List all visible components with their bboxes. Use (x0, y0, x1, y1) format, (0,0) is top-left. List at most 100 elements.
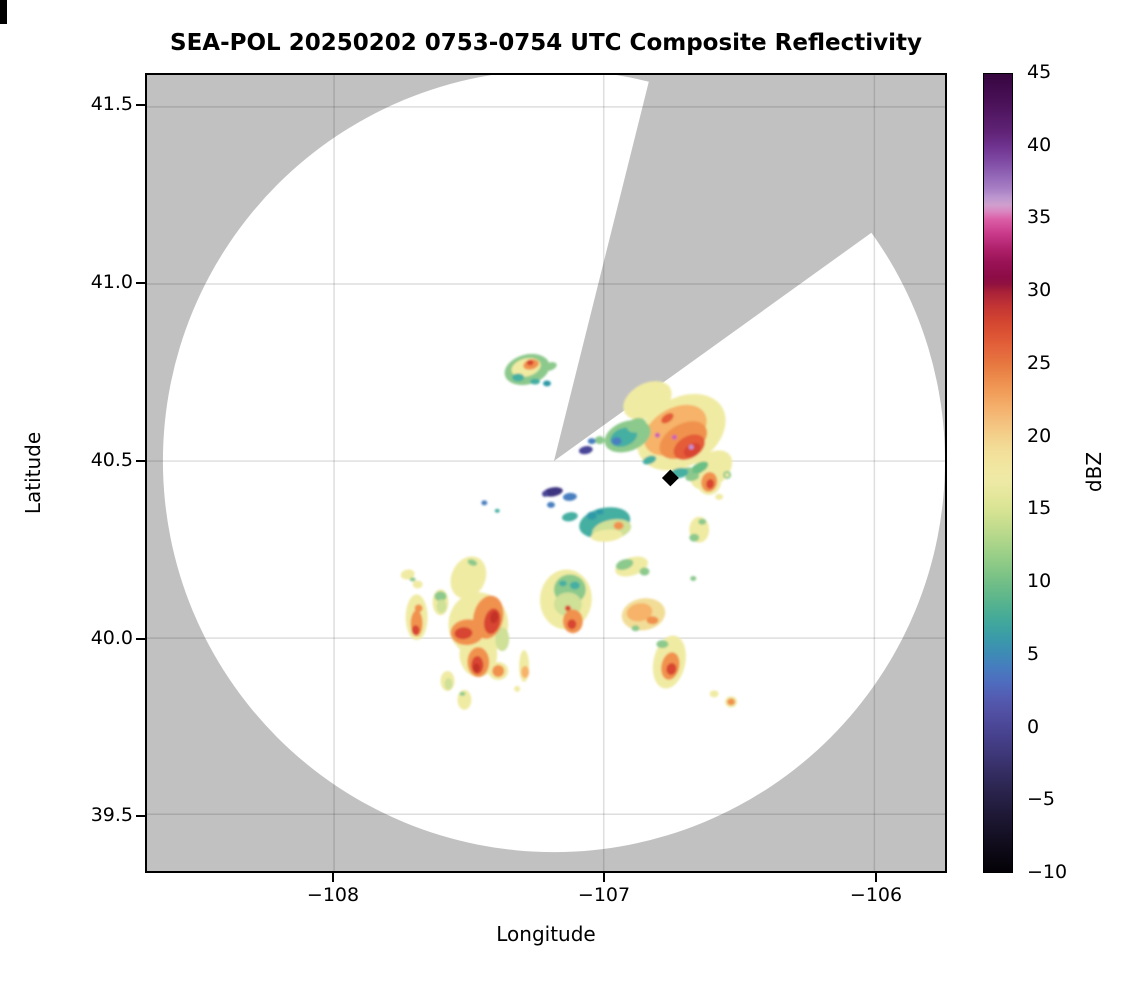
echo-blob (656, 640, 669, 649)
colorbar-tick-label: 20 (1027, 424, 1052, 447)
echo-blob (706, 478, 715, 489)
echo-blob (689, 533, 700, 542)
echo-blob (615, 559, 634, 571)
echo-blob (542, 490, 548, 497)
echo-blob (558, 580, 567, 587)
y-tick-label: 39.5 (90, 804, 133, 826)
y-tick-label: 40.5 (90, 449, 133, 471)
echo-blob (639, 567, 650, 576)
echo-blob (562, 492, 577, 501)
echo-blob (578, 446, 593, 455)
colorbar-tick-label: 30 (1027, 279, 1052, 302)
echo-blob (444, 677, 453, 690)
colorbar-label: dBZ (1082, 451, 1106, 493)
colorbar-tick-mark (0, 10, 7, 12)
echo-blob (530, 378, 541, 385)
echo-blob (526, 359, 534, 366)
colorbar-tick-mark (0, 14, 7, 16)
echo-blob (611, 437, 622, 446)
echo-blob (543, 362, 557, 371)
colorbar-tick-mark (0, 16, 7, 18)
x-tick-label: −106 (849, 884, 903, 906)
echo-blob (492, 665, 505, 677)
echo-blob (521, 666, 530, 678)
colorbar-tick-mark (0, 2, 7, 4)
y-tick-mark (136, 104, 145, 106)
colorbar-tick-label: 35 (1027, 206, 1052, 229)
y-tick-mark (136, 815, 145, 817)
echo-blob (567, 619, 577, 630)
echo-blob (666, 663, 677, 675)
echo-blob (495, 627, 510, 652)
echo-blob (494, 508, 500, 513)
colorbar-tick-label: 5 (1027, 642, 1040, 665)
echo-blob (514, 685, 521, 692)
colorbar (983, 73, 1013, 873)
echo-blob (400, 569, 415, 580)
echo-blob (564, 605, 571, 612)
echo-blob (698, 518, 707, 525)
echo-blob (490, 611, 499, 624)
colorbar-tick-mark (0, 18, 7, 20)
y-tick-mark (136, 460, 145, 462)
echo-blob (472, 663, 480, 673)
echo-blob (543, 487, 563, 497)
x-tick-label: −108 (306, 884, 360, 906)
echo-blob (654, 432, 660, 438)
echo-blob (671, 434, 677, 440)
echo-blob (688, 444, 694, 450)
echo-blob (586, 511, 597, 520)
echo-blob (587, 438, 596, 445)
radar-plot-canvas (147, 75, 945, 871)
echo-blob (690, 461, 709, 475)
colorbar-tick-mark (0, 4, 7, 6)
echo-blob (727, 698, 736, 706)
echo-blob (414, 604, 423, 613)
colorbar-tick-label: 40 (1027, 133, 1052, 156)
echo-blob (626, 603, 653, 622)
echo-blob (690, 575, 697, 581)
echo-blob (467, 559, 478, 566)
colorbar-tick-label: 10 (1027, 570, 1052, 593)
x-axis-label: Longitude (496, 922, 596, 946)
echo-blob (685, 472, 700, 482)
colorbar-tick-mark (0, 12, 7, 14)
y-axis-label: Latitude (21, 431, 45, 515)
echo-blob (512, 373, 525, 382)
echo-blob (546, 501, 555, 508)
y-tick-label: 41.0 (90, 271, 133, 293)
echo-blob (613, 521, 624, 530)
echo-blob (562, 512, 578, 522)
echo-blob (646, 616, 659, 625)
x-tick-mark (603, 873, 605, 882)
plot-title: SEA-POL 20250202 0753-0754 UTC Composite… (170, 30, 922, 56)
colorbar-tick-mark (0, 0, 7, 2)
echo-blob (709, 690, 719, 698)
colorbar-tick-label: 25 (1027, 351, 1052, 374)
site-marker-diamond (661, 469, 679, 487)
colorbar-tick-label: 15 (1027, 497, 1052, 520)
y-tick-mark (136, 638, 145, 640)
colorbar-tick-label: −10 (1027, 861, 1068, 883)
echo-blob (434, 591, 447, 602)
y-tick-label: 40.0 (90, 627, 133, 649)
echo-blob (626, 417, 647, 433)
colorbar-tick-mark (0, 6, 7, 8)
echo-blob (436, 599, 447, 614)
echo-blob (409, 577, 416, 582)
echo-blob (543, 380, 551, 387)
echo-blob (412, 580, 423, 589)
echo-blob (450, 556, 487, 599)
echo-blob (725, 473, 730, 477)
echo-blob (590, 529, 623, 542)
x-tick-mark (875, 873, 877, 882)
x-tick-mark (332, 873, 334, 882)
echo-blob (459, 691, 466, 696)
echo-blob (661, 413, 674, 424)
y-tick-label: 41.5 (90, 93, 133, 115)
echo-blob (683, 443, 701, 457)
echo-blob (595, 508, 604, 515)
echo-blob (642, 455, 657, 465)
echo-blob (481, 500, 488, 506)
